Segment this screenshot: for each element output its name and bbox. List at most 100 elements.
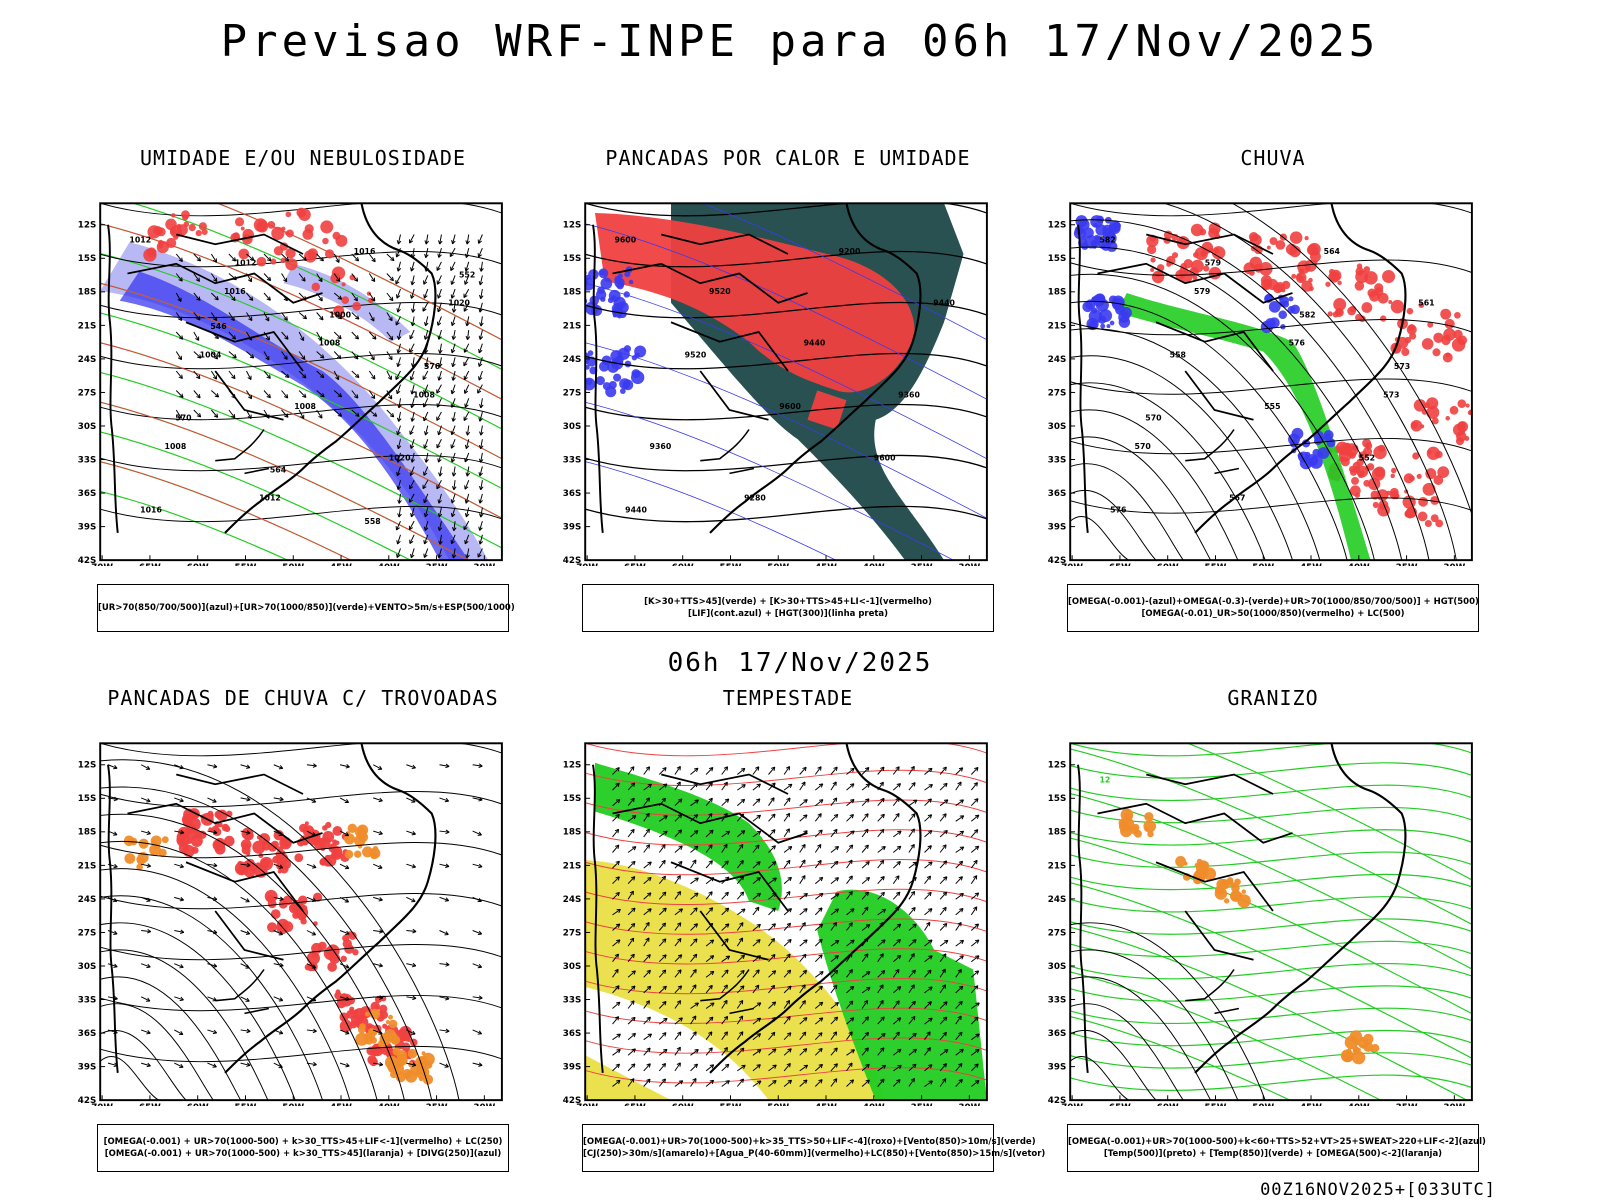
wind-vector-head (246, 1062, 251, 1067)
wind-vector-head (677, 985, 683, 990)
wind-vector (408, 520, 415, 530)
country-borders (1097, 773, 1293, 961)
wind-vector (877, 1047, 885, 1056)
wind-vector-head (661, 1062, 667, 1068)
lat-tick-label: 21S (78, 861, 97, 871)
wind-vector-head (424, 363, 429, 368)
wind-vector-head (787, 783, 793, 789)
contour-label: 573 (1394, 362, 1410, 371)
lat-tick-label: 27S (1048, 388, 1067, 398)
wind-vector (368, 370, 376, 380)
wind-vector (373, 930, 383, 933)
wind-vector-head (912, 1048, 918, 1054)
wind-vector (316, 253, 324, 262)
wind-vector-head (725, 1080, 730, 1085)
contour-line (1070, 378, 1472, 395)
wind-vector-head (478, 763, 483, 768)
wind-vector (351, 292, 358, 302)
wind-vector-head (614, 1016, 620, 1021)
wind-vector (955, 860, 964, 869)
wind-vector (690, 1002, 699, 1009)
wind-vector-head (464, 513, 470, 518)
wind-vector-head (910, 765, 915, 771)
wind-vector (472, 963, 482, 968)
wind-vector-head (910, 890, 916, 896)
wind-vector (955, 1063, 963, 1072)
wind-vector (410, 507, 415, 518)
wind-vector (908, 891, 915, 900)
wind-vector (207, 830, 218, 834)
wind-vector (955, 1079, 963, 1087)
lon-tick-label: 60W (187, 563, 209, 566)
wind-vector-head (663, 830, 668, 835)
wind-vector-head (312, 763, 317, 768)
wind-vector (799, 970, 807, 978)
wind-vector-head (247, 414, 252, 419)
wind-vector-head (146, 1062, 151, 1068)
wind-vector-head (410, 403, 415, 409)
wind-vector-head (944, 939, 949, 945)
wind-vector-head (450, 266, 455, 271)
wind-vector (451, 384, 456, 395)
wind-vector-head (927, 798, 932, 803)
wind-vector-head (881, 846, 886, 851)
wind-vector-head (212, 258, 218, 263)
wind-vector (339, 830, 349, 837)
wind-vector-head (692, 859, 697, 864)
wind-vector-head (787, 985, 792, 991)
wind-vector (892, 955, 902, 963)
wind-vector-head (450, 539, 455, 545)
wind-vector-head (864, 891, 870, 896)
wind-vector (799, 859, 806, 869)
wind-vector (438, 521, 442, 531)
wind-vector (643, 797, 650, 806)
wind-vector-head (865, 924, 871, 929)
wind-vector (861, 828, 869, 838)
wind-vector (955, 1031, 963, 1041)
wind-vector-head (311, 931, 317, 936)
wind-vector (281, 331, 289, 340)
wind-vector-head (408, 498, 413, 503)
wind-vector-head (378, 1061, 384, 1067)
wind-vector (846, 1017, 855, 1025)
wind-vector (451, 398, 456, 408)
contour-label: 558 (1170, 350, 1186, 359)
wind-vector-head (756, 783, 761, 788)
contour-label: 9360 (650, 442, 672, 451)
wind-vector (752, 939, 761, 947)
wind-vector-head (975, 955, 980, 960)
wind-vector-head (692, 953, 698, 959)
wind-vector (659, 1048, 668, 1056)
wind-vector (406, 764, 416, 769)
wind-vector-head (335, 258, 340, 263)
lat-tick-label: 36S (563, 1029, 582, 1039)
wind-vector (705, 844, 713, 853)
wind-vector-head (786, 969, 792, 974)
wind-vector (298, 273, 306, 282)
wind-vector (814, 799, 824, 807)
wind-vector (406, 896, 416, 902)
wind-vector-head (436, 416, 441, 421)
wind-vector (924, 1001, 932, 1009)
wind-vector (396, 425, 401, 436)
wind-vector (924, 875, 931, 885)
wind-vector-head (437, 553, 442, 559)
wind-vector (736, 985, 745, 994)
wind-vector-head (801, 859, 806, 864)
wind-vector-head (213, 277, 218, 283)
wind-vector (877, 813, 885, 822)
wind-vector (207, 963, 217, 967)
wind-vector (705, 955, 715, 963)
wind-vector (690, 938, 698, 947)
wind-vector-head (787, 938, 792, 944)
legend-line: [OMEGA(-0.001) + UR>70(1000-500) + k>30_… (103, 1137, 503, 1147)
wind-vector (423, 275, 429, 285)
wind-vector-head (245, 898, 250, 903)
wind-vector-head (740, 969, 745, 975)
wind-vector-head (478, 797, 483, 802)
wind-vector-head (630, 782, 636, 787)
wind-vector (877, 970, 886, 978)
wind-vector-head (928, 784, 933, 789)
lon-tick-label: 45W (330, 1103, 352, 1106)
wind-vector-head (895, 968, 900, 974)
